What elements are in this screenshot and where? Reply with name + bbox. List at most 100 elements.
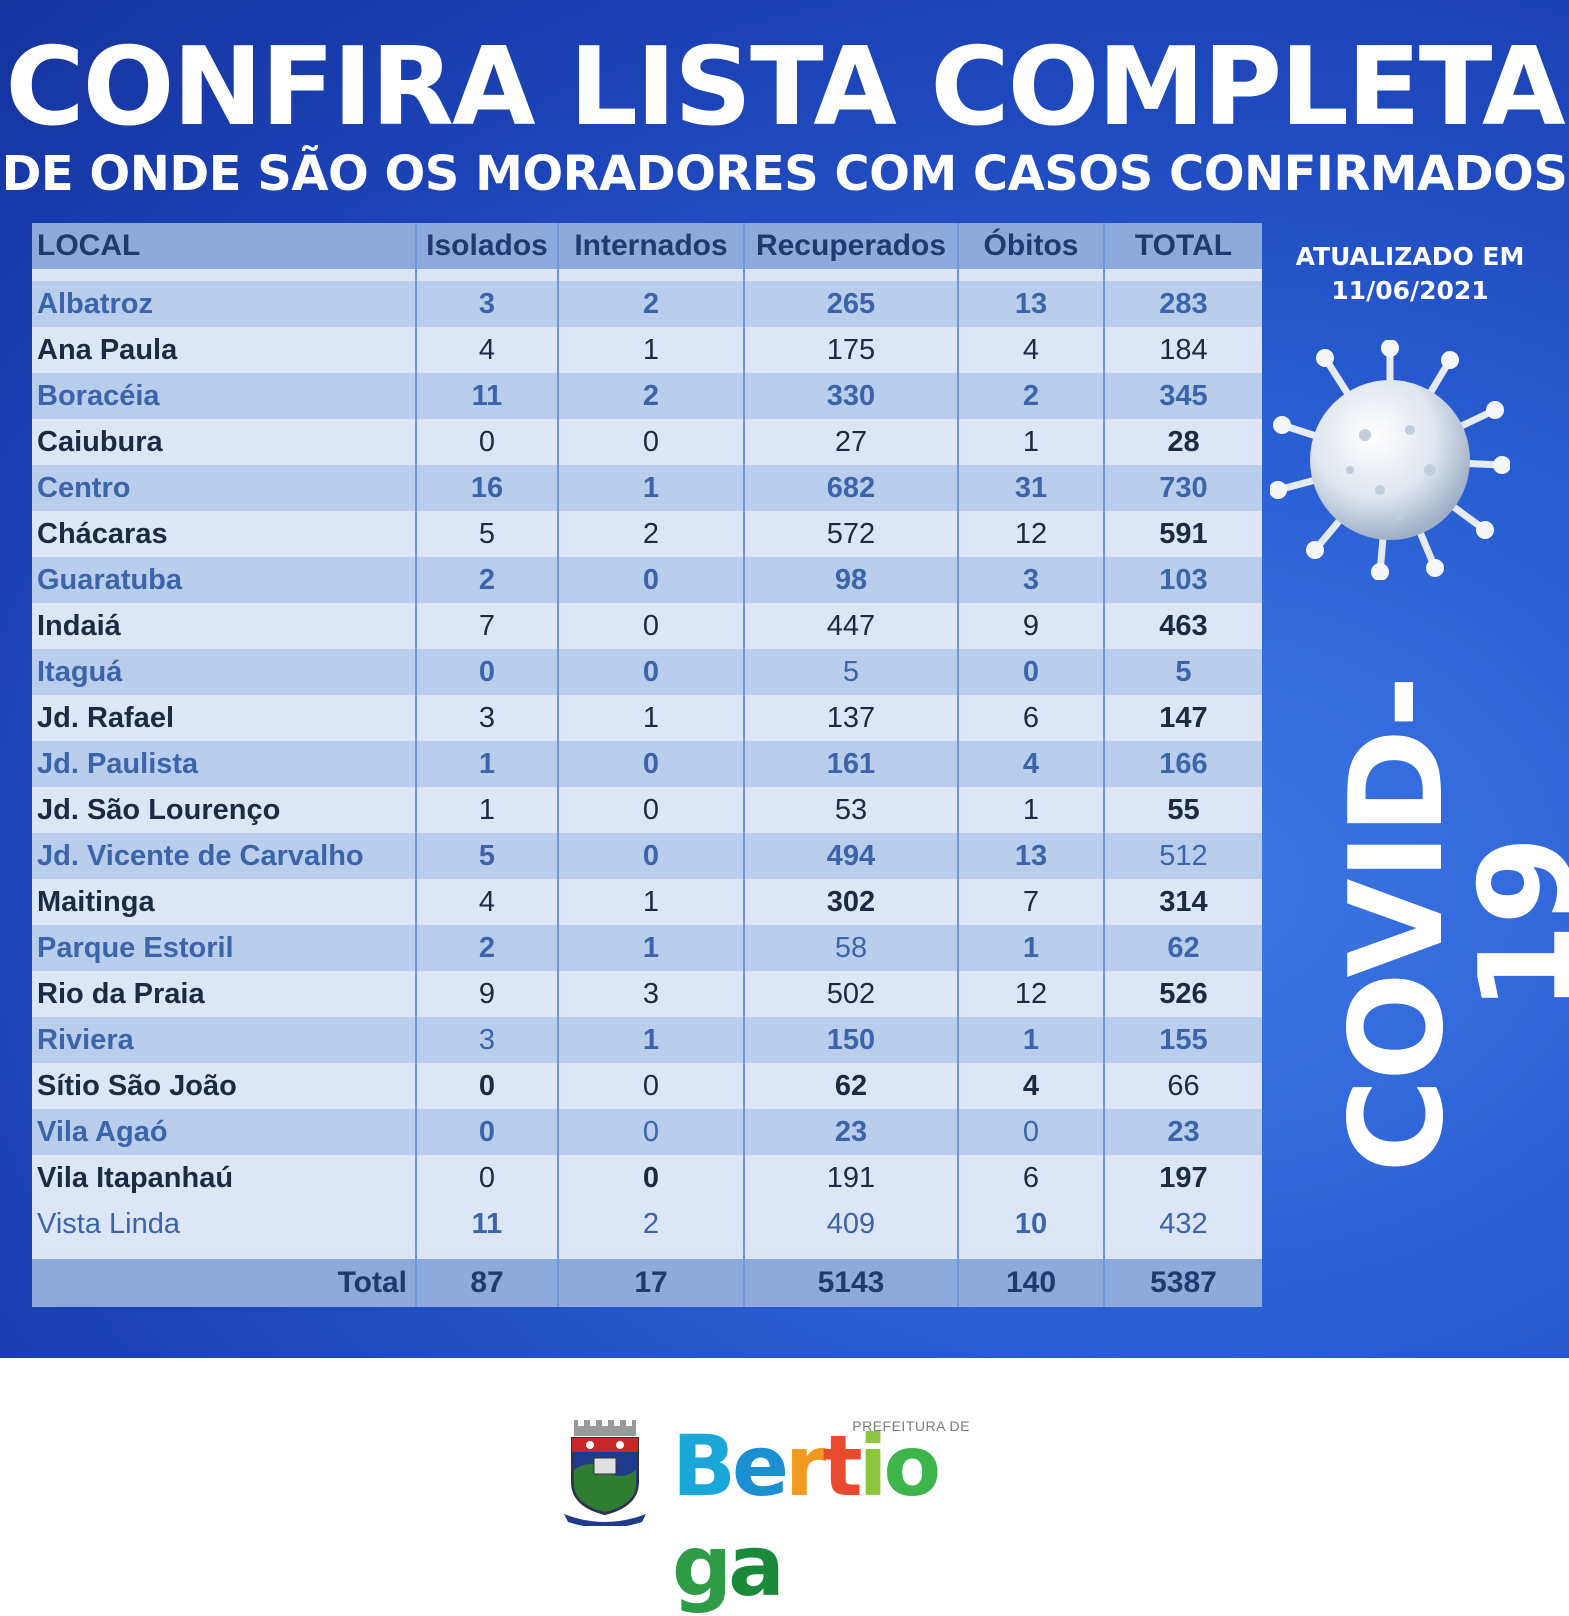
page-title: CONFIRA LISTA COMPLETA xyxy=(5,25,1565,150)
table-row: Albatroz 3 2 265 13 283 xyxy=(32,281,1262,327)
logo-caption: PREFEITURA DE xyxy=(852,1418,970,1434)
cell-internados: 2 xyxy=(557,511,745,557)
banner: CONFIRA LISTA COMPLETA DE ONDE SÃO OS MO… xyxy=(0,0,1569,1358)
table-row: Jd. Vicente de Carvalho 5 0 494 13 512 xyxy=(32,833,1262,879)
cell-isolados: 0 xyxy=(415,419,559,465)
table-row: Jd. São Lourenço 1 0 53 1 55 xyxy=(32,787,1262,833)
cell-internados: 2 xyxy=(557,281,745,327)
cell-total: 166 xyxy=(1103,741,1262,787)
table-row: Jd. Rafael 3 1 137 6 147 xyxy=(32,695,1262,741)
cell-local: Rio da Praia xyxy=(32,971,417,1017)
cell-obitos: 12 xyxy=(957,971,1105,1017)
totals-label: Total xyxy=(32,1259,417,1307)
cell-internados: 0 xyxy=(557,1155,745,1201)
update-date: ATUALIZADO EM 11/06/2021 xyxy=(1285,240,1535,308)
cell-isolados: 9 xyxy=(415,971,559,1017)
total-obitos: 140 xyxy=(957,1259,1105,1307)
cell-total: 147 xyxy=(1103,695,1262,741)
cell-local: Vila Itapanhaú xyxy=(32,1155,417,1201)
table-row: Vila Agaó 0 0 23 0 23 xyxy=(32,1109,1262,1155)
cell-obitos: 13 xyxy=(957,833,1105,879)
cell-internados: 0 xyxy=(557,741,745,787)
cell-local: Albatroz xyxy=(32,281,417,327)
table-row: Jd. Paulista 1 0 161 4 166 xyxy=(32,741,1262,787)
cell-isolados: 3 xyxy=(415,1017,559,1063)
table-row: Centro 16 1 682 31 730 xyxy=(32,465,1262,511)
cell-obitos: 10 xyxy=(957,1201,1105,1247)
cell-internados: 1 xyxy=(557,925,745,971)
cell-obitos: 6 xyxy=(957,1155,1105,1201)
cell-obitos: 4 xyxy=(957,1063,1105,1109)
cell-recuperados: 447 xyxy=(743,603,959,649)
cell-local: Jd. Vicente de Carvalho xyxy=(32,833,417,879)
cell-local: Vista Linda xyxy=(32,1201,417,1247)
cell-obitos: 13 xyxy=(957,281,1105,327)
table-row: Sítio São João 0 0 62 4 66 xyxy=(32,1063,1262,1109)
table-row: Boracéia 11 2 330 2 345 xyxy=(32,373,1262,419)
cell-total: 55 xyxy=(1103,787,1262,833)
bertioga-logo: Bertioga xyxy=(672,1417,941,1615)
cell-recuperados: 572 xyxy=(743,511,959,557)
cell-local: Jd. Paulista xyxy=(32,741,417,787)
cell-internados: 1 xyxy=(557,327,745,373)
cell-obitos: 0 xyxy=(957,1109,1105,1155)
total-isolados: 87 xyxy=(415,1259,559,1307)
cell-local: Vila Agaó xyxy=(32,1109,417,1155)
table-row: Maitinga 4 1 302 7 314 xyxy=(32,879,1262,925)
cell-obitos: 1 xyxy=(957,419,1105,465)
cell-recuperados: 330 xyxy=(743,373,959,419)
cell-total: 197 xyxy=(1103,1155,1262,1201)
cell-total: 5 xyxy=(1103,649,1262,695)
cell-isolados: 1 xyxy=(415,787,559,833)
cell-internados: 1 xyxy=(557,465,745,511)
cases-table: LOCAL Isolados Internados Recuperados Ób… xyxy=(32,223,1262,1307)
cell-internados: 0 xyxy=(557,419,745,465)
cell-total: 345 xyxy=(1103,373,1262,419)
total-recuperados: 5143 xyxy=(743,1259,959,1307)
cell-internados: 0 xyxy=(557,833,745,879)
cell-obitos: 1 xyxy=(957,925,1105,971)
city-crest-icon xyxy=(564,1420,646,1526)
cell-local: Guaratuba xyxy=(32,557,417,603)
cell-obitos: 0 xyxy=(957,649,1105,695)
header-internados: Internados xyxy=(557,223,745,269)
cell-isolados: 1 xyxy=(415,741,559,787)
cell-internados: 0 xyxy=(557,1063,745,1109)
cell-isolados: 16 xyxy=(415,465,559,511)
cell-obitos: 1 xyxy=(957,787,1105,833)
cell-obitos: 4 xyxy=(957,741,1105,787)
cell-isolados: 2 xyxy=(415,925,559,971)
page-subtitle: DE ONDE SÃO OS MORADORES COM CASOS CONFI… xyxy=(1,146,1568,202)
header-total: TOTAL xyxy=(1103,223,1262,269)
cell-obitos: 9 xyxy=(957,603,1105,649)
cell-recuperados: 494 xyxy=(743,833,959,879)
header-local: LOCAL xyxy=(32,223,417,269)
footer: PREFEITURA DE Bertioga xyxy=(0,1358,1569,1615)
total-total: 5387 xyxy=(1103,1259,1262,1307)
cell-internados: 0 xyxy=(557,649,745,695)
cell-obitos: 6 xyxy=(957,695,1105,741)
cell-recuperados: 53 xyxy=(743,787,959,833)
cell-internados: 1 xyxy=(557,695,745,741)
cell-local: Boracéia xyxy=(32,373,417,419)
cell-recuperados: 5 xyxy=(743,649,959,695)
table-row: Rio da Praia 9 3 502 12 526 xyxy=(32,971,1262,1017)
cell-recuperados: 265 xyxy=(743,281,959,327)
cell-obitos: 12 xyxy=(957,511,1105,557)
cell-recuperados: 137 xyxy=(743,695,959,741)
cell-local: Indaiá xyxy=(32,603,417,649)
table-row: Indaiá 7 0 447 9 463 xyxy=(32,603,1262,649)
table-row: Guaratuba 2 0 98 3 103 xyxy=(32,557,1262,603)
update-label: ATUALIZADO EM xyxy=(1295,242,1525,271)
cell-local: Parque Estoril xyxy=(32,925,417,971)
table-row: Vila Itapanhaú 0 0 191 6 197 xyxy=(32,1155,1262,1201)
table-row: Itaguá 0 0 5 0 5 xyxy=(32,649,1262,695)
cell-total: 730 xyxy=(1103,465,1262,511)
cell-isolados: 11 xyxy=(415,1201,559,1247)
cell-internados: 1 xyxy=(557,1017,745,1063)
cell-recuperados: 175 xyxy=(743,327,959,373)
table-header-row: LOCAL Isolados Internados Recuperados Ób… xyxy=(32,223,1262,269)
cell-isolados: 0 xyxy=(415,649,559,695)
cell-local: Maitinga xyxy=(32,879,417,925)
cell-recuperados: 682 xyxy=(743,465,959,511)
